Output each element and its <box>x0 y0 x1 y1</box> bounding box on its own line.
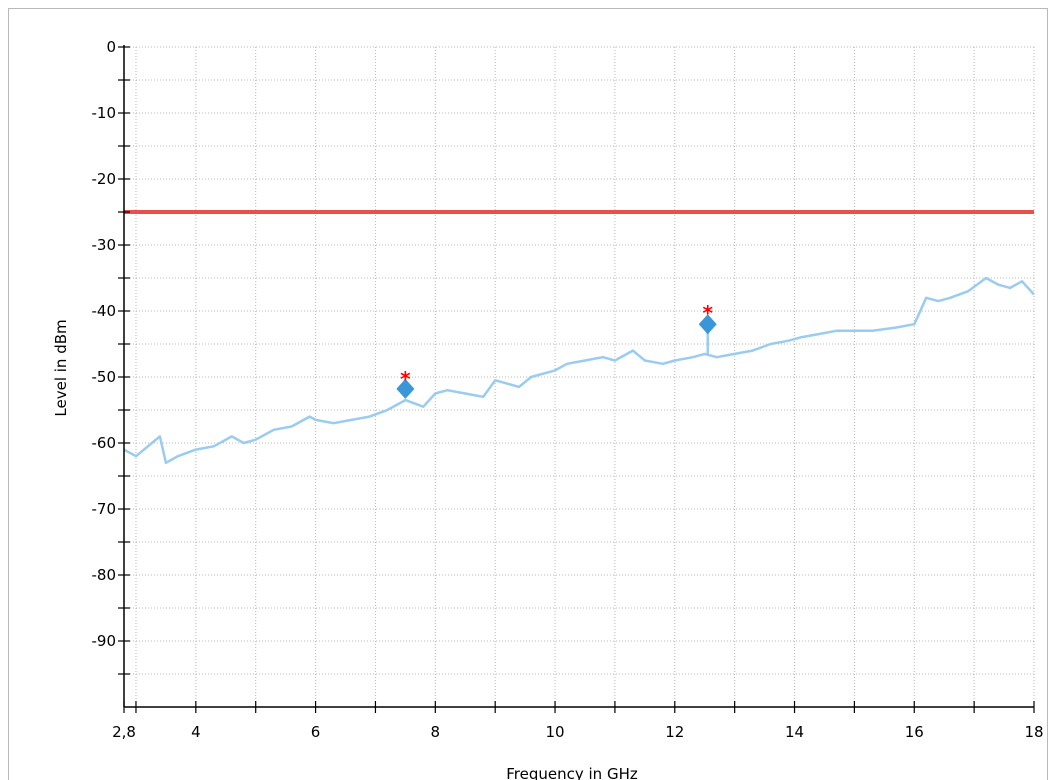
x-tick-label: 6 <box>311 723 321 741</box>
y-tick-label: -20 <box>92 170 117 188</box>
peak-marker: * <box>400 367 411 391</box>
grid <box>124 46 1035 707</box>
marker-diamond <box>698 314 717 335</box>
tick-labels: 0 -10 -20 -30 -40 -50 -60 -70 -80 -90 2,8 4 6 8 10 12 14… <box>92 38 1044 741</box>
y-axis-title: Level in dBm <box>52 319 70 416</box>
y-tick-label: 0 <box>106 38 116 56</box>
y-tick-label: -40 <box>92 302 117 320</box>
y-tick-label: -50 <box>92 368 117 386</box>
y-tick-label: -60 <box>92 434 117 452</box>
y-tick-label: -70 <box>92 500 117 518</box>
x-tick-label: 18 <box>1024 723 1043 741</box>
y-tick-label: -80 <box>92 566 117 584</box>
marker-diamond <box>396 378 415 399</box>
axes <box>118 45 1035 713</box>
x-tick-label: 10 <box>546 723 565 741</box>
y-tick-label: -10 <box>92 104 117 122</box>
x-tick-label: 4 <box>191 723 201 741</box>
x-axis-title: Frequency in GHz <box>506 765 638 780</box>
x-tick-label: 14 <box>785 723 804 741</box>
x-tick-label: 2,8 <box>112 723 136 741</box>
marker-layer: ** <box>396 301 717 399</box>
peak-marker: * <box>702 301 713 325</box>
measurement-trace <box>123 276 1035 465</box>
trace-layer <box>123 276 1035 465</box>
x-tick-label: 12 <box>665 723 684 741</box>
x-tick-label: 16 <box>905 723 924 741</box>
chart-frame <box>8 8 1048 780</box>
x-tick-label: 8 <box>431 723 441 741</box>
y-tick-label: -30 <box>92 236 117 254</box>
y-tick-label: -90 <box>92 632 117 650</box>
